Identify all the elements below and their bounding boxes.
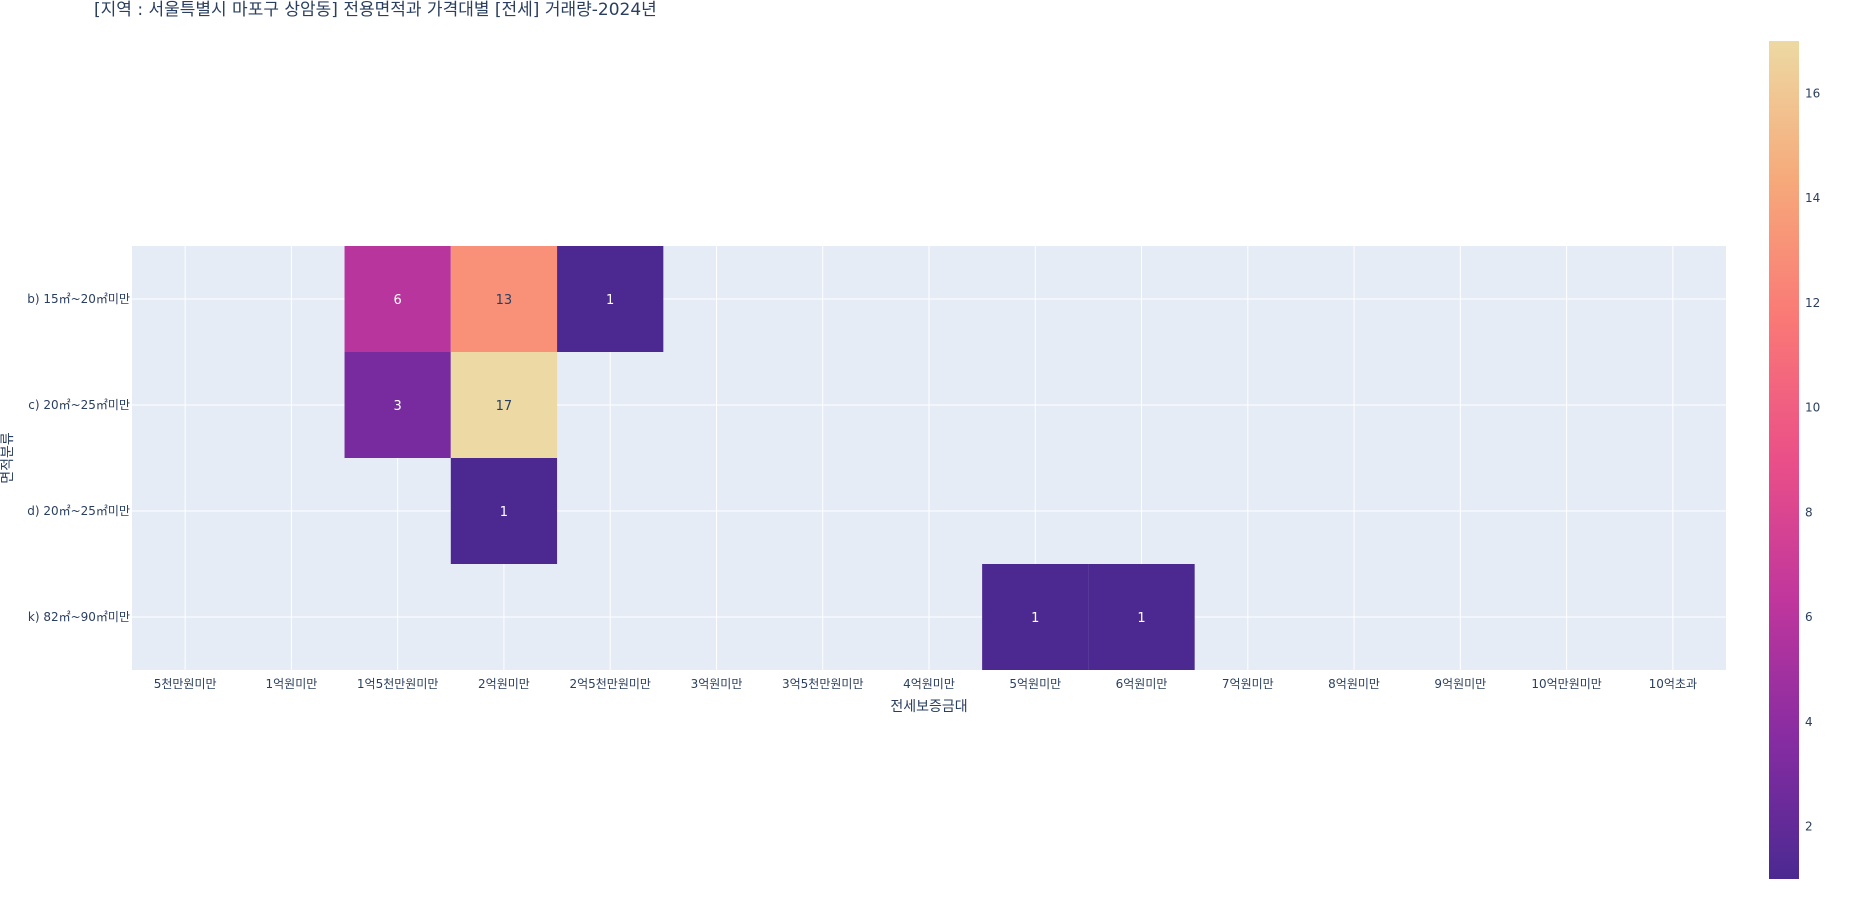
x-tick-label: 10억초과	[1649, 677, 1697, 691]
colorbar-tick-label: 16	[1805, 86, 1820, 100]
chart-title: [지역 : 서울특별시 마포구 상암동] 전용면적과 가격대별 [전세] 거래량…	[94, 0, 657, 20]
x-tick-label: 1억원미만	[266, 677, 318, 691]
colorbar-tick-label: 2	[1805, 820, 1813, 834]
y-tick-label: b) 15㎡~20㎡미만	[27, 292, 130, 306]
y-tick-label: d) 20㎡~25㎡미만	[27, 504, 130, 518]
x-tick-label: 4억원미만	[903, 677, 955, 691]
x-tick-label: 3억원미만	[691, 677, 743, 691]
colorbar-tick-label: 12	[1805, 296, 1820, 310]
colorbar-tick-label: 14	[1805, 191, 1820, 205]
cell-value-label: 6	[394, 293, 402, 308]
heatmap-cell	[450, 458, 558, 564]
heatmap-cell	[1088, 564, 1195, 670]
heatmap-cell	[450, 352, 558, 458]
x-axis-title: 전세보증금대	[890, 699, 967, 715]
colorbar-ticks: 2 4 6 8 10 12 14 16	[1805, 86, 1820, 833]
x-tick-label: 8억원미만	[1328, 677, 1380, 691]
x-tick-label: 5억원미만	[1009, 677, 1061, 691]
colorbar-tick-label: 8	[1805, 505, 1813, 519]
x-tick-label: 7억원미만	[1222, 677, 1274, 691]
heatmap-cell	[344, 246, 451, 352]
x-tick-labels: 5천만원미만 1억원미만 1억5천만원미만 2억원미만 2억5천만원미만 3억원미만 3억5…	[154, 676, 1697, 691]
colorbar-tick-label: 4	[1805, 715, 1813, 729]
x-tick-label: 2억5천만원미만	[569, 676, 651, 691]
cell-value-label: 13	[496, 293, 513, 308]
y-tick-label: k) 82㎡~90㎡미만	[28, 610, 130, 624]
cell-value-label: 1	[1031, 611, 1039, 626]
x-tick-label: 10억만원미만	[1531, 677, 1601, 691]
y-tick-labels: b) 15㎡~20㎡미만 c) 20㎡~25㎡미만 d) 20㎡~25㎡미만 k) 8…	[27, 292, 130, 624]
x-tick-label: 6억원미만	[1116, 677, 1168, 691]
heatmap-cell	[982, 564, 1089, 670]
heatmap-cell	[450, 246, 558, 352]
cell-value-label: 1	[606, 293, 614, 308]
heatmap-cell	[557, 246, 664, 352]
cell-value-label: 3	[394, 399, 402, 414]
y-axis-title: 면적분류	[0, 432, 16, 484]
cell-value-label: 1	[1137, 611, 1145, 626]
heatmap-cell	[344, 352, 451, 458]
colorbar-tick-label: 6	[1805, 610, 1813, 624]
x-tick-label: 5천만원미만	[154, 676, 217, 691]
y-tick-label: c) 20㎡~25㎡미만	[28, 398, 130, 412]
cell-value-label: 1	[500, 505, 508, 520]
x-tick-label: 9억원미만	[1434, 677, 1486, 691]
colorbar	[1769, 41, 1799, 879]
colorbar-tick-label: 10	[1805, 401, 1820, 415]
x-tick-label: 2억원미만	[478, 677, 530, 691]
cell-value-label: 17	[496, 399, 513, 414]
x-tick-label: 1억5천만원미만	[357, 676, 439, 691]
x-tick-label: 3억5천만원미만	[782, 676, 864, 691]
